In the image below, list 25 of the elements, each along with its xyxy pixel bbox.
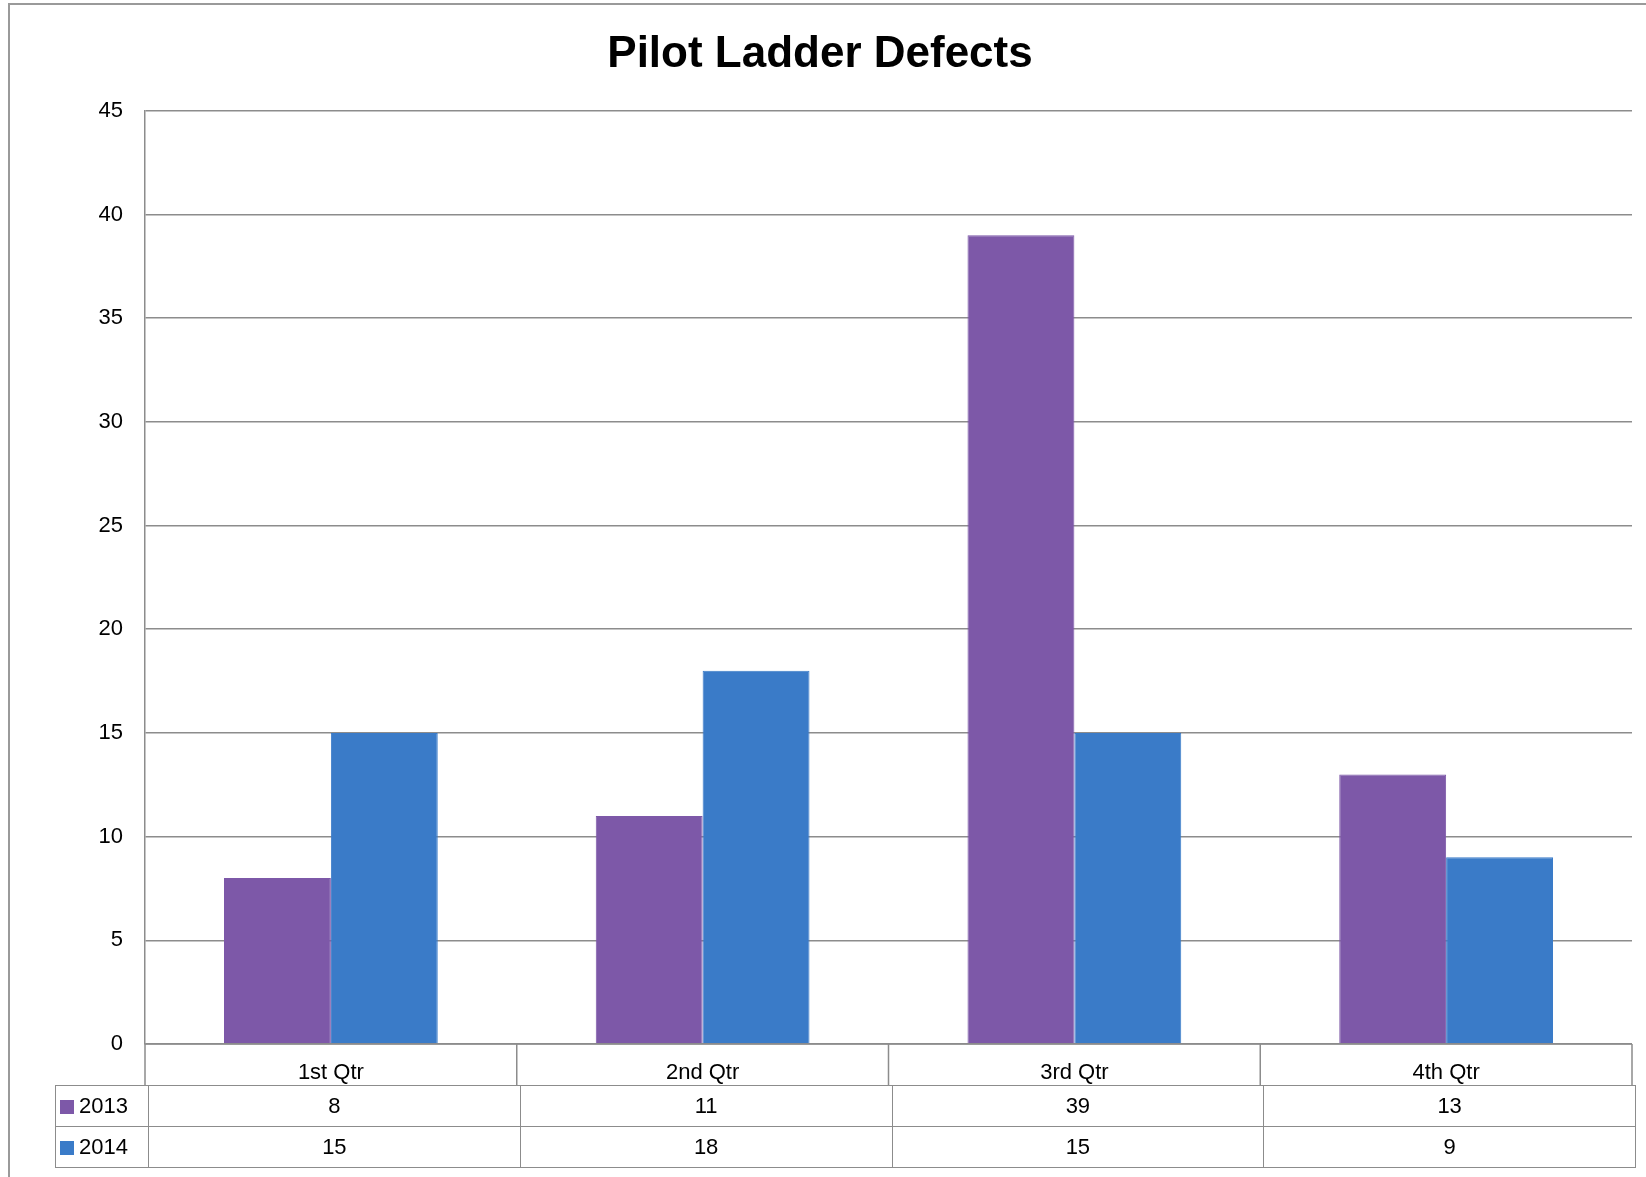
x-tick-label: 2nd Qtr: [665, 1059, 740, 1085]
y-tick-label: 25: [98, 511, 123, 537]
data-label: 15: [148, 1126, 521, 1168]
y-tick-label: 45: [98, 96, 123, 122]
data-label: 9: [1263, 1126, 1636, 1168]
y-tick-label: 40: [98, 200, 123, 226]
data-label: 39: [892, 1085, 1264, 1127]
x-tick-label: 1st Qtr: [297, 1059, 364, 1085]
data-label: 18: [520, 1126, 892, 1168]
chart-title: Pilot Ladder Defects: [607, 26, 1033, 76]
y-tick-label: 30: [98, 407, 123, 433]
legend-label: 2014: [55, 1126, 149, 1168]
data-label: 8: [148, 1085, 521, 1127]
y-tick-label: 0: [110, 1030, 123, 1056]
y-tick-label: 5: [110, 926, 123, 952]
y-tick-label: 10: [98, 822, 123, 848]
y-tick-label: 35: [98, 304, 123, 330]
data-label: 13: [1263, 1085, 1636, 1127]
x-tick-label: 4th Qtr: [1412, 1059, 1480, 1085]
x-tick-label: 3rd Qtr: [1040, 1059, 1109, 1085]
y-tick-label: 20: [98, 615, 123, 641]
y-tick-label: 15: [98, 719, 123, 744]
data-label: 11: [520, 1085, 892, 1127]
legend-label: 2013: [55, 1085, 149, 1127]
data-label: 15: [892, 1126, 1264, 1168]
